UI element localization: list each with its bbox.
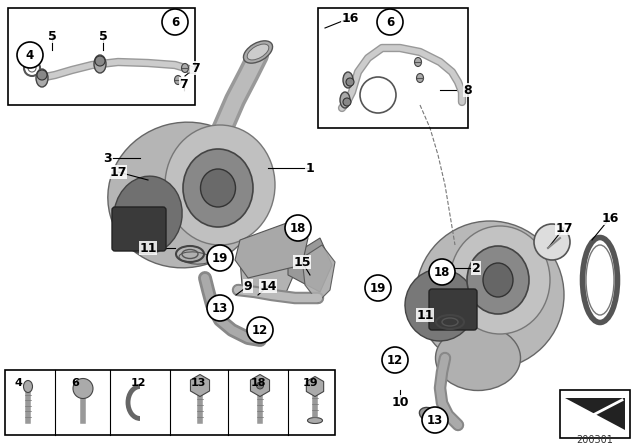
Text: 18: 18 [290, 221, 306, 234]
Polygon shape [191, 375, 209, 396]
Ellipse shape [467, 246, 529, 314]
Text: 12: 12 [131, 378, 146, 388]
Text: 16: 16 [341, 12, 358, 25]
Ellipse shape [200, 169, 236, 207]
Bar [318, 8, 468, 128]
Ellipse shape [243, 41, 273, 63]
Circle shape [429, 259, 455, 285]
Ellipse shape [405, 269, 475, 341]
Text: 11: 11 [140, 241, 157, 254]
Circle shape [382, 347, 408, 373]
Polygon shape [250, 375, 269, 396]
Bar [560, 390, 630, 438]
Ellipse shape [450, 226, 550, 334]
Ellipse shape [108, 122, 262, 268]
FancyBboxPatch shape [112, 207, 166, 251]
Text: 6: 6 [386, 16, 394, 29]
Text: 16: 16 [602, 211, 619, 224]
Ellipse shape [415, 57, 422, 66]
Ellipse shape [114, 176, 182, 254]
Text: 13: 13 [190, 378, 205, 388]
Text: 18: 18 [250, 378, 266, 388]
Ellipse shape [36, 69, 48, 87]
Text: 5: 5 [47, 30, 56, 43]
Text: 13: 13 [212, 302, 228, 314]
Ellipse shape [175, 76, 182, 85]
Text: 17: 17 [556, 221, 573, 234]
FancyBboxPatch shape [429, 289, 477, 330]
Text: 4: 4 [14, 378, 22, 388]
Polygon shape [565, 398, 625, 430]
Circle shape [207, 295, 233, 321]
Bar [8, 8, 195, 105]
Polygon shape [235, 220, 308, 278]
Polygon shape [288, 238, 332, 292]
Bar [140, 384, 158, 421]
Text: 2: 2 [472, 262, 481, 275]
Circle shape [247, 317, 273, 343]
Ellipse shape [483, 263, 513, 297]
Text: 12: 12 [387, 353, 403, 366]
Text: 12: 12 [252, 323, 268, 336]
Circle shape [285, 215, 311, 241]
Ellipse shape [179, 252, 211, 264]
Text: 5: 5 [99, 30, 108, 43]
Text: 9: 9 [244, 280, 252, 293]
Text: 4: 4 [26, 48, 34, 61]
Ellipse shape [419, 407, 440, 422]
Circle shape [534, 224, 570, 260]
Circle shape [207, 245, 233, 271]
Text: 6: 6 [171, 16, 179, 29]
Ellipse shape [183, 149, 253, 227]
Polygon shape [302, 245, 335, 302]
Circle shape [377, 9, 403, 35]
Ellipse shape [586, 245, 614, 315]
Circle shape [343, 98, 351, 106]
Text: 8: 8 [464, 83, 472, 96]
Ellipse shape [165, 125, 275, 245]
Text: 6: 6 [71, 378, 79, 388]
Ellipse shape [257, 382, 264, 389]
Circle shape [162, 9, 188, 35]
Ellipse shape [24, 380, 33, 392]
Circle shape [28, 64, 36, 72]
Polygon shape [240, 238, 298, 295]
Text: 14: 14 [259, 280, 276, 293]
Text: 18: 18 [434, 266, 450, 279]
Text: 19: 19 [212, 251, 228, 264]
Ellipse shape [416, 221, 564, 369]
Ellipse shape [343, 72, 353, 88]
Circle shape [422, 407, 448, 433]
Text: 10: 10 [391, 396, 409, 409]
Ellipse shape [182, 64, 189, 73]
Text: 19: 19 [370, 281, 386, 294]
Text: 17: 17 [109, 165, 127, 178]
Bar [5, 370, 335, 435]
Text: 7: 7 [191, 61, 200, 74]
Circle shape [365, 275, 391, 301]
Ellipse shape [247, 44, 269, 60]
Circle shape [37, 70, 47, 80]
Circle shape [95, 56, 105, 66]
Circle shape [17, 42, 43, 68]
Ellipse shape [435, 326, 520, 391]
Text: 1: 1 [306, 161, 314, 175]
Text: 3: 3 [104, 151, 112, 164]
Text: 7: 7 [180, 78, 188, 90]
Text: 15: 15 [293, 255, 311, 268]
Text: 11: 11 [416, 309, 434, 322]
Text: 13: 13 [427, 414, 443, 426]
Circle shape [346, 78, 354, 86]
Ellipse shape [94, 55, 106, 73]
Text: 19: 19 [302, 378, 318, 388]
Text: 200301: 200301 [577, 435, 613, 445]
Ellipse shape [307, 418, 323, 423]
Ellipse shape [417, 73, 424, 82]
Polygon shape [307, 376, 324, 396]
Ellipse shape [340, 92, 350, 108]
Ellipse shape [384, 15, 396, 29]
Ellipse shape [169, 15, 181, 29]
Circle shape [73, 379, 93, 399]
